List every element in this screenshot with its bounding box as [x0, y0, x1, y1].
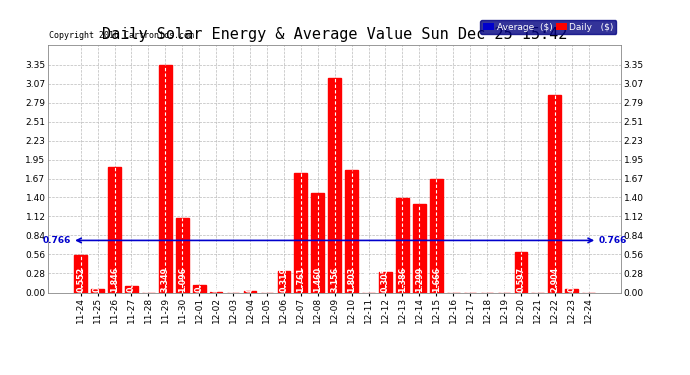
Bar: [295, 173, 307, 292]
Text: 0.112: 0.112: [195, 267, 204, 292]
Bar: [396, 198, 408, 292]
Text: 1.761: 1.761: [296, 267, 305, 292]
Text: 2.904: 2.904: [550, 267, 560, 292]
Bar: [515, 252, 527, 292]
Text: 0.305: 0.305: [381, 267, 390, 292]
Text: 0.000: 0.000: [533, 267, 542, 292]
Text: 0.048: 0.048: [93, 267, 102, 292]
Text: 3.156: 3.156: [330, 267, 339, 292]
Text: 0.000: 0.000: [228, 267, 237, 292]
Text: 1.666: 1.666: [432, 267, 441, 292]
Bar: [108, 167, 121, 292]
Text: 0.597: 0.597: [516, 267, 525, 292]
Text: 0.766: 0.766: [42, 236, 70, 245]
Bar: [125, 286, 138, 292]
Text: 0.000: 0.000: [482, 267, 491, 292]
Legend: Average  ($), Daily   ($): Average ($), Daily ($): [480, 20, 616, 34]
Text: 3.349: 3.349: [161, 267, 170, 292]
Text: 0.000: 0.000: [144, 267, 153, 292]
Text: 0.766: 0.766: [599, 236, 627, 245]
Text: 0.000: 0.000: [364, 267, 373, 292]
Text: 0.055: 0.055: [567, 267, 576, 292]
Bar: [379, 272, 392, 292]
Text: 1.460: 1.460: [313, 267, 322, 292]
Bar: [413, 204, 426, 292]
Bar: [345, 170, 358, 292]
Bar: [244, 291, 257, 292]
Text: 0.000: 0.000: [448, 267, 457, 292]
Text: 1.096: 1.096: [178, 267, 187, 292]
Text: 1.846: 1.846: [110, 267, 119, 292]
Bar: [176, 218, 188, 292]
Text: 0.552: 0.552: [76, 267, 85, 292]
Bar: [328, 78, 341, 292]
Text: 1.386: 1.386: [398, 267, 407, 292]
Text: 1.803: 1.803: [347, 267, 356, 292]
Text: 0.000: 0.000: [500, 267, 509, 292]
Bar: [430, 179, 442, 292]
Bar: [311, 193, 324, 292]
Bar: [159, 65, 172, 292]
Bar: [565, 289, 578, 292]
Text: 0.021: 0.021: [246, 267, 255, 292]
Text: 1.299: 1.299: [415, 267, 424, 292]
Text: 0.319: 0.319: [279, 267, 288, 292]
Bar: [75, 255, 87, 292]
Text: 0.000: 0.000: [584, 267, 593, 292]
Bar: [193, 285, 206, 292]
Bar: [277, 271, 290, 292]
Text: 0.000: 0.000: [262, 267, 271, 292]
Text: 0.000: 0.000: [466, 267, 475, 292]
Text: 0.013: 0.013: [212, 267, 221, 292]
Text: Copyright 2016 Cartronics.com: Copyright 2016 Cartronics.com: [49, 31, 194, 40]
Text: 0.093: 0.093: [127, 267, 136, 292]
Title: Daily Solar Energy & Average Value Sun Dec 25 15:42: Daily Solar Energy & Average Value Sun D…: [102, 27, 567, 42]
Bar: [91, 289, 104, 292]
Bar: [549, 95, 561, 292]
